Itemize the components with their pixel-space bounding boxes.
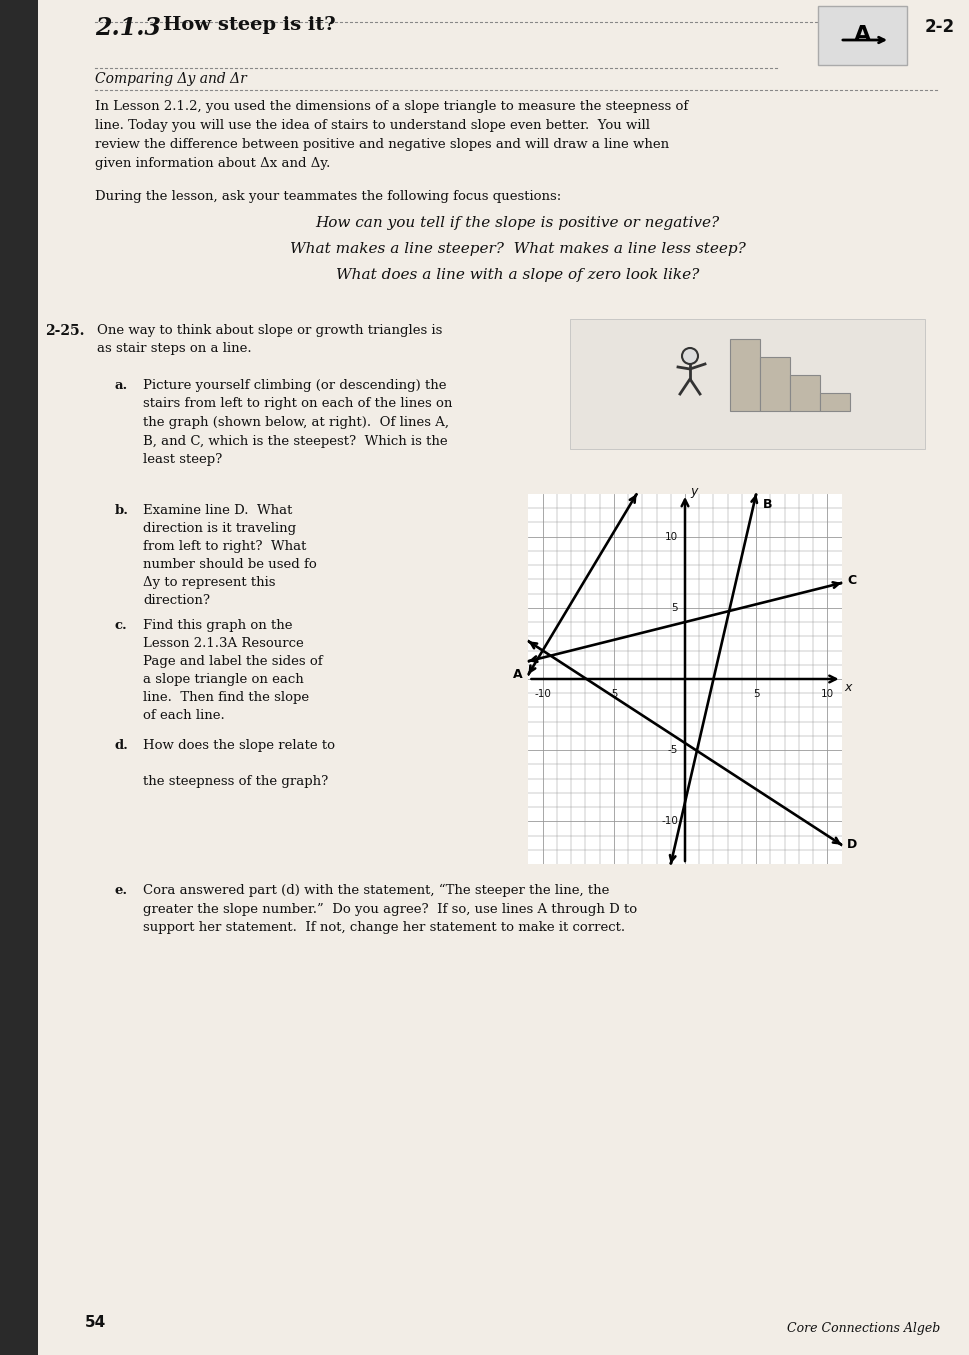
Bar: [760, 356, 790, 411]
Text: What does a line with a slope of zero look like?: What does a line with a slope of zero lo…: [336, 268, 699, 282]
Text: line. Today you will use the idea of stairs to understand slope even better.  Yo: line. Today you will use the idea of sta…: [95, 119, 650, 131]
Text: -5: -5: [609, 688, 619, 699]
Circle shape: [682, 348, 698, 364]
Text: -10: -10: [661, 816, 678, 827]
Text: review the difference between positive and negative slopes and will draw a line : review the difference between positive a…: [95, 138, 670, 150]
Text: Picture yourself climbing (or descending) the
stairs from left to right on each : Picture yourself climbing (or descending…: [143, 379, 453, 466]
Text: b.: b.: [115, 504, 129, 518]
Text: D: D: [847, 839, 858, 851]
Text: B: B: [764, 499, 772, 511]
Text: Examine line D.  What
direction is it traveling
from left to right?  What
number: Examine line D. What direction is it tra…: [143, 504, 317, 607]
Bar: [820, 393, 850, 411]
Text: C: C: [847, 573, 857, 587]
Text: Cora answered part (d) with the statement, “The steeper the line, the
greater th: Cora answered part (d) with the statemen…: [143, 883, 638, 934]
Text: x: x: [844, 682, 852, 694]
Text: -10: -10: [534, 688, 551, 699]
Bar: [0, 0, 38, 1355]
FancyBboxPatch shape: [818, 5, 907, 65]
Text: One way to think about slope or growth triangles is
as stair steps on a line.: One way to think about slope or growth t…: [97, 324, 443, 355]
Text: y: y: [691, 485, 698, 497]
Bar: [570, 318, 925, 449]
Text: c.: c.: [115, 619, 128, 631]
Text: Comparing Δy and Δr: Comparing Δy and Δr: [95, 72, 247, 85]
Text: 10: 10: [665, 531, 678, 542]
Text: 2-25.: 2-25.: [46, 324, 85, 337]
Text: Find this graph on the
Lesson 2.1.3A Resource
Page and label the sides of
a slop: Find this graph on the Lesson 2.1.3A Res…: [143, 619, 323, 722]
Text: How does the slope relate to

the steepness of the graph?: How does the slope relate to the steepne…: [143, 738, 335, 789]
Text: e.: e.: [115, 883, 128, 897]
Text: 2.1.3: 2.1.3: [95, 16, 161, 41]
Text: A: A: [514, 668, 522, 680]
Text: Core Connections Algeb: Core Connections Algeb: [787, 1322, 940, 1335]
Text: How steep is it?: How steep is it?: [163, 16, 335, 34]
Text: given information about Δx and Δy.: given information about Δx and Δy.: [95, 157, 330, 169]
Text: 2-2: 2-2: [924, 18, 955, 37]
Bar: [730, 339, 760, 411]
Text: 5: 5: [672, 603, 678, 612]
Text: 5: 5: [753, 688, 760, 699]
Bar: [790, 375, 820, 411]
Text: -5: -5: [668, 745, 678, 755]
Text: How can you tell if the slope is positive or negative?: How can you tell if the slope is positiv…: [316, 215, 720, 230]
Text: What makes a line steeper?  What makes a line less steep?: What makes a line steeper? What makes a …: [290, 243, 745, 256]
Text: d.: d.: [115, 738, 129, 752]
Text: In Lesson 2.1.2, you used the dimensions of a slope triangle to measure the stee: In Lesson 2.1.2, you used the dimensions…: [95, 100, 688, 112]
Text: 10: 10: [821, 688, 834, 699]
Text: a.: a.: [115, 379, 128, 392]
Text: A: A: [855, 24, 872, 45]
Text: During the lesson, ask your teammates the following focus questions:: During the lesson, ask your teammates th…: [95, 190, 561, 203]
Text: 54: 54: [85, 1314, 107, 1331]
